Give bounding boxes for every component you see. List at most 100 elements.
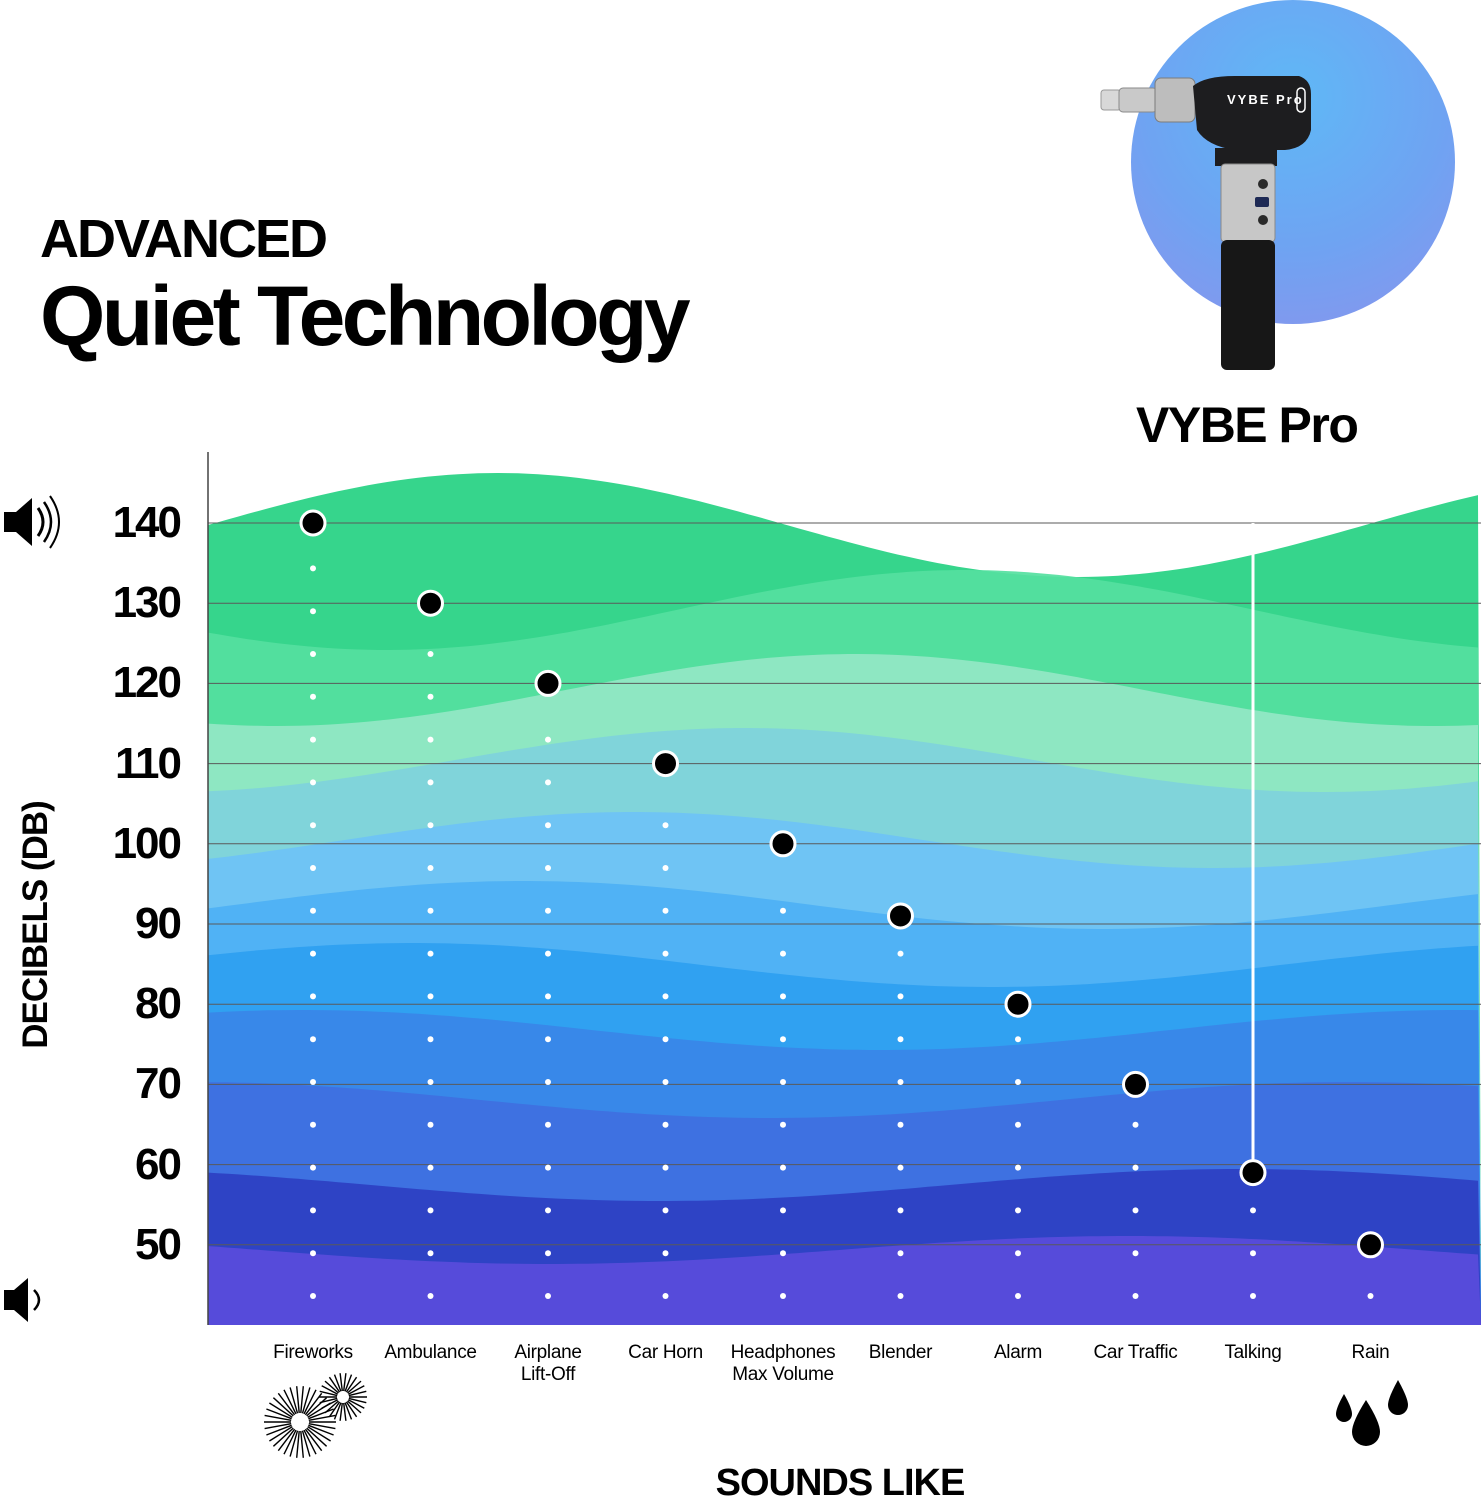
guide-dot <box>897 993 904 1000</box>
guide-dot <box>310 651 316 657</box>
x-tick-label: Blender <box>831 1342 971 1364</box>
wave-bands <box>208 473 1481 1325</box>
guide-dot <box>427 907 434 914</box>
dotted-guides <box>310 565 1374 1299</box>
guide-dot <box>1015 1121 1021 1128</box>
guide-dot <box>1250 1250 1256 1257</box>
y-tick-label: 70 <box>135 1059 182 1109</box>
guide-dot <box>662 993 669 1000</box>
x-tick-label: Car Horn <box>596 1342 736 1364</box>
guide-dot <box>310 1121 316 1128</box>
guide-dot <box>1367 1293 1374 1299</box>
guide-dot <box>310 779 316 786</box>
x-tick-label: Talking <box>1183 1342 1323 1364</box>
guide-dot <box>897 950 904 957</box>
y-tick-label: 100 <box>112 818 182 868</box>
guide-dot <box>427 822 434 829</box>
data-marker <box>1122 1070 1149 1098</box>
guide-dot <box>427 779 434 786</box>
guide-dot <box>427 736 434 743</box>
product-backdrop <box>1131 0 1455 324</box>
guide-dot <box>545 1250 551 1257</box>
guide-dot <box>427 1079 434 1085</box>
guide-dot <box>1015 1293 1021 1299</box>
guide-dot <box>1015 1164 1021 1171</box>
guide-dot <box>662 1121 669 1128</box>
guide-dot <box>780 1250 786 1257</box>
guide-dot <box>662 1250 669 1257</box>
guide-dot <box>780 1293 786 1299</box>
guide-dot <box>1250 1207 1256 1214</box>
guide-dot <box>1132 1121 1139 1128</box>
data-marker <box>1239 1159 1267 1187</box>
guide-dot <box>662 865 669 871</box>
guide-dot <box>545 779 551 786</box>
guide-dot <box>545 865 551 871</box>
guide-dot <box>1132 1293 1139 1299</box>
guide-dot <box>1015 1207 1021 1214</box>
guide-dot <box>427 950 434 957</box>
guide-dot <box>310 736 316 743</box>
guide-dot <box>897 1293 904 1299</box>
guide-dot <box>310 1207 316 1214</box>
guide-dot <box>427 1207 434 1214</box>
y-tick-label: 80 <box>135 979 182 1029</box>
guide-dot <box>662 1293 669 1299</box>
guide-dot <box>310 1036 316 1043</box>
x-tick-label: Headphones Max Volume <box>713 1342 853 1386</box>
guide-dot <box>545 950 551 957</box>
data-marker <box>652 750 679 778</box>
guide-dot <box>662 822 669 829</box>
guide-dot <box>662 1164 669 1171</box>
headline-kicker: ADVANCED <box>40 209 328 269</box>
guide-dot <box>545 1164 551 1171</box>
guide-dot <box>310 1079 316 1085</box>
y-tick-label: 130 <box>112 578 182 628</box>
guide-dot <box>545 1079 551 1085</box>
speaker-loud-icon <box>4 495 60 549</box>
guide-dot <box>897 1207 904 1214</box>
x-tick-label-line: Ambulance <box>384 1342 477 1363</box>
y-tick-label: 140 <box>112 498 182 547</box>
x-tick-label-line: Headphones <box>730 1342 836 1363</box>
guide-dot <box>662 1036 669 1043</box>
guide-dot <box>1132 1250 1139 1257</box>
guide-dot <box>897 1079 904 1085</box>
rain-drops-icon <box>1336 1380 1408 1446</box>
product-name: VYBE Pro <box>1136 397 1359 453</box>
data-marker <box>887 902 914 930</box>
guide-dot <box>780 907 786 914</box>
guide-dot <box>545 993 551 1000</box>
guide-dot <box>662 1207 669 1214</box>
guide-dot <box>897 1121 904 1128</box>
data-marker <box>1357 1231 1384 1259</box>
guide-dot <box>662 1079 669 1085</box>
y-tick-label: 90 <box>135 899 182 948</box>
data-marker <box>299 509 327 537</box>
guide-dot <box>780 993 786 1000</box>
guide-dot <box>427 865 434 871</box>
x-tick-label-line: Airplane <box>514 1342 582 1363</box>
guide-dot <box>310 1164 316 1171</box>
device-brand-text: VYBE Pro <box>1227 92 1304 107</box>
guide-dot <box>545 736 551 743</box>
guide-dot <box>780 1164 786 1171</box>
guide-dot <box>310 1293 316 1299</box>
guide-dot <box>1015 1079 1021 1085</box>
y-tick-label: 60 <box>135 1139 182 1189</box>
guide-dot <box>545 1207 551 1214</box>
y-tick-label: 50 <box>135 1219 182 1269</box>
guide-dot <box>427 1164 434 1171</box>
fireworks-icon <box>264 1373 367 1458</box>
x-tick-label-line: Rain <box>1351 1342 1390 1363</box>
x-tick-label: Car Traffic <box>1066 1342 1206 1364</box>
x-tick-label-line: Talking <box>1224 1342 1282 1363</box>
guide-dot <box>427 1250 434 1257</box>
guide-dot <box>310 1250 316 1257</box>
x-tick-label: Alarm <box>948 1342 1088 1364</box>
guide-dot <box>427 1036 434 1043</box>
guide-dot <box>310 865 316 871</box>
guide-dot <box>780 1121 786 1128</box>
data-marker <box>1004 990 1032 1018</box>
